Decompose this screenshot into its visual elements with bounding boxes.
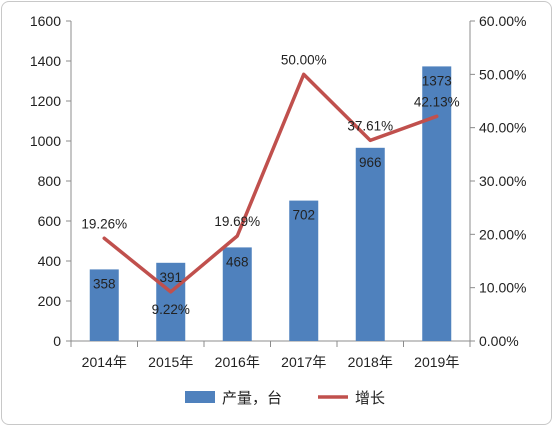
line-data-label: 37.61%	[347, 118, 393, 133]
y-right-tick-label: 50.00%	[479, 66, 526, 82]
y-left-tick-label: 600	[38, 213, 62, 229]
y-right-tick-label: 10.00%	[479, 280, 526, 296]
x-tick-label: 2019年	[414, 354, 459, 370]
line-series	[102, 72, 439, 294]
y-right-tick-label: 20.00%	[479, 226, 526, 242]
bar-series	[89, 66, 452, 342]
bar	[222, 247, 252, 341]
growth-line	[102, 72, 439, 294]
bar	[89, 269, 119, 341]
line-data-label: 50.00%	[281, 52, 327, 67]
x-tick-label: 2014年	[82, 354, 127, 370]
y-right-tick-label: 30.00%	[479, 173, 526, 189]
y-left-tick-label: 1000	[30, 133, 61, 149]
x-tick-label: 2015年	[148, 354, 193, 370]
bar	[355, 147, 385, 341]
data-labels: 358 391 468 702 966 1373 19.26% 9.22% 19.69% 50.0…	[81, 52, 459, 316]
y-left-tick-label: 800	[38, 173, 62, 189]
legend-bar-label: 产量，台	[222, 390, 282, 407]
bar-data-label: 468	[226, 254, 249, 269]
line-data-label: 19.26%	[81, 216, 127, 231]
axes	[66, 20, 475, 347]
legend: 产量，台 增长	[185, 390, 385, 407]
bar-data-label: 1373	[422, 73, 452, 88]
y-right-tick-label: 40.00%	[479, 120, 526, 136]
bar-data-label: 391	[159, 270, 182, 285]
y-right-tick-label: 60.00%	[479, 13, 526, 29]
bar	[156, 262, 186, 341]
x-tick-label: 2016年	[215, 354, 260, 370]
y-left-tick-label: 1400	[30, 53, 61, 69]
line-data-label: 9.22%	[152, 302, 190, 317]
chart: 358 391 468 702 966 1373 19.26% 9.22% 19.69% 50.0…	[30, 13, 527, 407]
y-right-tick-label: 0.00%	[479, 333, 519, 349]
bar-data-label: 702	[292, 208, 315, 223]
bar	[289, 200, 319, 341]
tick-labels: 0 200 400 600 800 1000 1200 1400 1600 0.00% 10.00%…	[30, 13, 527, 370]
y-left-tick-label: 400	[38, 253, 62, 269]
bar-data-label: 966	[359, 155, 382, 170]
y-left-tick-label: 1200	[30, 93, 61, 109]
line-data-label: 19.69%	[214, 214, 260, 229]
legend-bar-swatch	[185, 391, 215, 403]
legend-line-label: 增长	[355, 390, 385, 407]
line-data-label: 42.13%	[414, 94, 460, 109]
y-left-tick-label: 0	[53, 333, 61, 349]
y-left-tick-label: 200	[38, 293, 62, 309]
x-tick-label: 2017年	[281, 354, 326, 370]
bar	[422, 66, 452, 342]
bar-data-label: 358	[93, 276, 116, 291]
y-left-tick-label: 1600	[30, 13, 61, 29]
x-tick-label: 2018年	[348, 354, 393, 370]
